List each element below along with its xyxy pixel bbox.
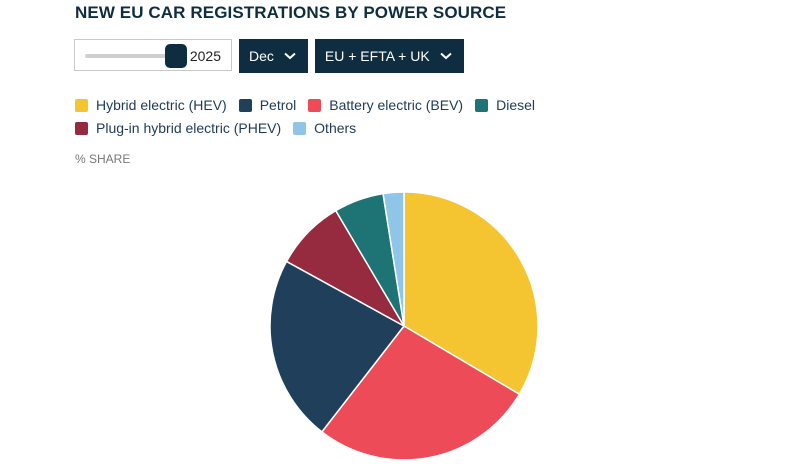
legend-label: Plug-in hybrid electric (PHEV) xyxy=(96,120,282,136)
legend-label: Battery electric (BEV) xyxy=(329,97,464,113)
pie-slice-hybrid-electric-hev[interactable] xyxy=(403,191,539,396)
year-slider[interactable]: 2025 xyxy=(74,39,232,71)
year-slider-track[interactable] xyxy=(85,54,185,58)
pie-chart-container xyxy=(260,183,550,469)
legend-label: Petrol xyxy=(259,97,297,113)
legend-label: Others xyxy=(314,120,357,136)
legend-swatch xyxy=(475,98,489,112)
legend-row: Plug-in hybrid electric (PHEV) Others xyxy=(75,117,795,139)
legend-swatch xyxy=(308,98,322,112)
legend-swatch xyxy=(238,98,252,112)
chart-controls: 2025 Dec EU + EFTA + UK xyxy=(74,39,464,73)
pie-slice-others[interactable] xyxy=(382,191,405,327)
region-dropdown-label: EU + EFTA + UK xyxy=(324,48,430,64)
legend-label: Diesel xyxy=(496,97,536,113)
chart-title: NEW EU CAR REGISTRATIONS BY POWER SOURCE xyxy=(75,3,507,22)
month-dropdown-label: Dec xyxy=(249,48,274,64)
legend-item[interactable]: Diesel xyxy=(475,97,535,113)
legend-swatch xyxy=(293,121,307,135)
legend-item[interactable]: Plug-in hybrid electric (PHEV) xyxy=(75,120,281,136)
pie-slice-petrol[interactable] xyxy=(269,260,406,433)
pie-slice-battery-electric-bev[interactable] xyxy=(320,325,521,461)
legend-item[interactable]: Petrol xyxy=(238,97,297,113)
year-value: 2025 xyxy=(189,48,221,64)
legend-item[interactable]: Hybrid electric (HEV) xyxy=(75,97,227,113)
legend-swatch xyxy=(75,121,88,135)
chevron-down-icon xyxy=(284,52,296,60)
year-slider-thumb[interactable] xyxy=(165,44,187,68)
region-dropdown[interactable]: EU + EFTA + UK xyxy=(314,39,464,73)
legend-item[interactable]: Others xyxy=(293,120,356,136)
chart-legend: Hybrid electric (HEV) Petrol Battery elect… xyxy=(75,94,795,140)
legend-swatch xyxy=(75,98,88,112)
legend-label: Hybrid electric (HEV) xyxy=(96,97,227,113)
month-dropdown[interactable]: Dec xyxy=(239,39,308,73)
legend-item[interactable]: Battery electric (BEV) xyxy=(308,97,463,113)
chevron-down-icon xyxy=(440,52,452,60)
unit-label: % SHARE xyxy=(75,152,131,166)
pie-chart xyxy=(269,191,539,461)
legend-row: Hybrid electric (HEV) Petrol Battery elect… xyxy=(75,94,795,116)
